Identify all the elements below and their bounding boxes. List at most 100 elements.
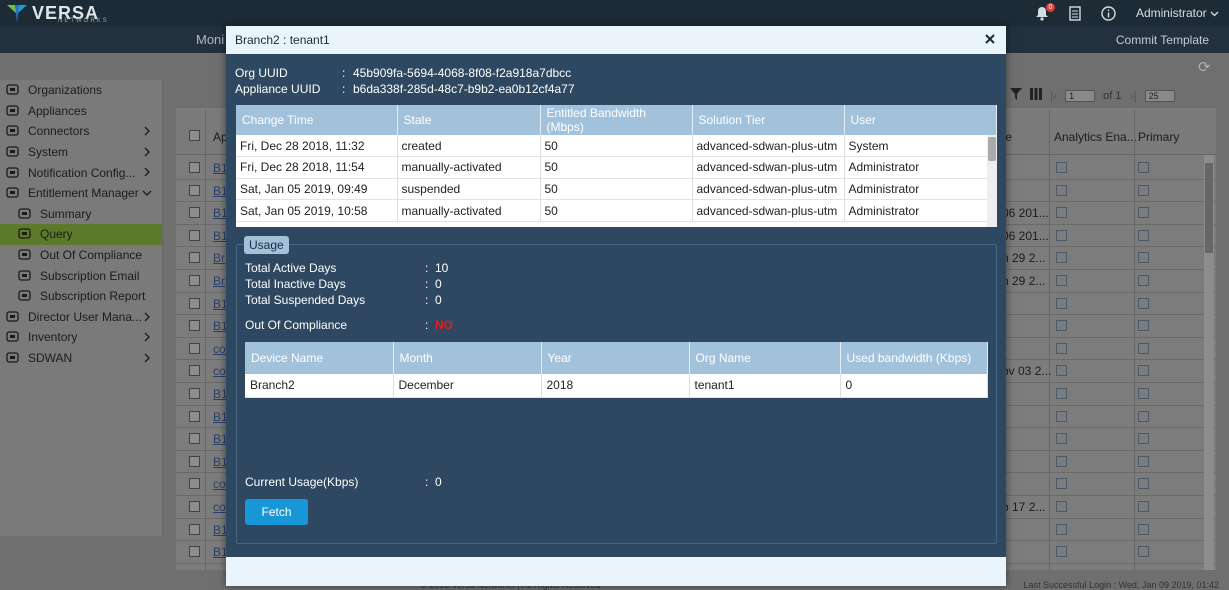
row-checkbox[interactable] [189, 320, 200, 332]
sidebar-item-summary[interactable]: Summary [0, 204, 162, 225]
analytics-checkbox[interactable] [1056, 252, 1067, 264]
primary-checkbox[interactable] [1138, 410, 1149, 422]
primary-checkbox[interactable] [1138, 365, 1149, 377]
row-checkbox[interactable] [189, 229, 200, 241]
refresh-icon[interactable]: ⟳ [1198, 59, 1211, 76]
row-checkbox[interactable] [189, 410, 200, 422]
user-menu[interactable]: Administrator [1136, 6, 1219, 20]
appliance-link[interactable]: co [213, 477, 226, 492]
tasks-icon[interactable] [1069, 5, 1081, 21]
analytics-checkbox[interactable] [1056, 297, 1067, 309]
usage-col-header[interactable]: Year [541, 342, 690, 374]
appliance-link[interactable]: B1 [213, 432, 228, 447]
grid-scrollbar[interactable] [1204, 155, 1214, 570]
pager-next-icon[interactable]: ›| [1129, 88, 1137, 103]
row-checkbox[interactable] [189, 297, 200, 309]
usage-col-header[interactable]: Month [393, 342, 542, 374]
primary-checkbox[interactable] [1138, 546, 1149, 558]
primary-checkbox[interactable] [1138, 320, 1149, 332]
filter-icon[interactable] [1010, 88, 1022, 103]
versa-logo[interactable]: VERSA [6, 2, 99, 24]
usage-col-header[interactable]: Used bandwidth (Kbps) [840, 342, 988, 374]
sidebar-item-director-user-mana[interactable]: Director User Mana... [0, 307, 162, 328]
primary-checkbox[interactable] [1138, 523, 1149, 535]
analytics-checkbox[interactable] [1056, 274, 1067, 286]
grid-col-primary[interactable]: Primary [1138, 130, 1180, 144]
row-checkbox[interactable] [189, 455, 200, 467]
fetch-button[interactable]: Fetch [245, 499, 308, 525]
notification-bell-icon[interactable]: 0 [1035, 2, 1055, 21]
analytics-checkbox[interactable] [1056, 433, 1067, 445]
analytics-checkbox[interactable] [1056, 365, 1067, 377]
appliance-link[interactable]: B1 [213, 183, 228, 198]
history-col-header[interactable]: Entitled Bandwidth (Mbps) [540, 105, 693, 135]
primary-checkbox[interactable] [1138, 342, 1149, 354]
history-col-header[interactable]: State [397, 105, 541, 135]
pager-page-input[interactable]: 1 [1065, 89, 1096, 102]
row-checkbox[interactable] [189, 387, 200, 399]
analytics-checkbox[interactable] [1056, 342, 1067, 354]
row-checkbox[interactable] [189, 252, 200, 264]
primary-checkbox[interactable] [1138, 455, 1149, 467]
sidebar-item-notification-config[interactable]: Notification Config... [0, 162, 162, 183]
appliance-link[interactable]: B1 [213, 522, 228, 537]
appliance-link[interactable]: B1 [213, 454, 228, 469]
primary-checkbox[interactable] [1138, 297, 1149, 309]
analytics-checkbox[interactable] [1056, 523, 1067, 535]
pager-size-select[interactable]: 25 [1144, 89, 1175, 102]
primary-checkbox[interactable] [1138, 500, 1149, 512]
appliance-link[interactable]: B1 [213, 228, 228, 243]
sidebar-item-subscription-report[interactable]: Subscription Report [0, 286, 162, 307]
appliance-link[interactable]: B1 [213, 545, 228, 560]
appliance-link[interactable]: B1 [213, 161, 228, 175]
appliance-link[interactable]: Br [213, 251, 225, 266]
sidebar-item-entitlement-manager[interactable]: Entitlement Manager [0, 183, 162, 204]
sidebar-item-appliances[interactable]: Appliances [0, 101, 162, 122]
primary-checkbox[interactable] [1138, 387, 1149, 399]
primary-checkbox[interactable] [1138, 229, 1149, 241]
primary-checkbox[interactable] [1138, 433, 1149, 445]
primary-checkbox[interactable] [1138, 184, 1149, 196]
row-checkbox[interactable] [189, 546, 200, 558]
info-icon[interactable] [1101, 5, 1116, 21]
sidebar-item-inventory[interactable]: Inventory [0, 327, 162, 348]
row-checkbox[interactable] [189, 184, 200, 196]
appliance-link[interactable]: co [213, 341, 226, 356]
appliance-link[interactable]: B1 [213, 206, 228, 221]
sidebar-item-subscription-email[interactable]: Subscription Email [0, 265, 162, 286]
appliance-link[interactable]: B1 [213, 386, 228, 401]
analytics-checkbox[interactable] [1056, 229, 1067, 241]
appliance-link[interactable]: B1 [213, 409, 228, 424]
analytics-checkbox[interactable] [1056, 410, 1067, 422]
usage-col-header[interactable]: Device Name [245, 342, 394, 374]
appliance-link[interactable]: co [213, 364, 226, 379]
analytics-checkbox[interactable] [1056, 455, 1067, 467]
primary-checkbox[interactable] [1138, 207, 1149, 219]
pager-prev-icon[interactable]: |‹ [1050, 88, 1058, 103]
history-scrollbar[interactable] [987, 135, 997, 227]
primary-checkbox[interactable] [1138, 478, 1149, 490]
columns-icon[interactable] [1030, 88, 1042, 103]
commit-template-link[interactable]: Commit Template [1115, 33, 1209, 47]
analytics-checkbox[interactable] [1056, 162, 1067, 173]
row-checkbox[interactable] [189, 274, 200, 286]
sidebar-item-out-of-compliance[interactable]: Out Of Compliance [0, 245, 162, 266]
appliance-link[interactable]: co [213, 499, 226, 514]
analytics-checkbox[interactable] [1056, 387, 1067, 399]
row-checkbox[interactable] [189, 207, 200, 219]
grid-col-appliance[interactable]: Ap [213, 130, 228, 144]
row-checkbox[interactable] [189, 365, 200, 377]
sidebar-item-sdwan[interactable]: SDWAN [0, 348, 162, 369]
row-checkbox[interactable] [189, 162, 200, 173]
sidebar-item-connectors[interactable]: Connectors [0, 121, 162, 142]
primary-checkbox[interactable] [1138, 274, 1149, 286]
sidebar-item-query[interactable]: Query [0, 224, 162, 245]
analytics-checkbox[interactable] [1056, 478, 1067, 490]
analytics-checkbox[interactable] [1056, 207, 1067, 219]
row-checkbox[interactable] [189, 342, 200, 354]
analytics-checkbox[interactable] [1056, 546, 1067, 558]
sidebar-item-organizations[interactable]: Organizations [0, 80, 162, 101]
appliance-link[interactable]: B1 [213, 319, 228, 334]
primary-checkbox[interactable] [1138, 252, 1149, 264]
grid-col-date[interactable]: te [1002, 130, 1013, 144]
